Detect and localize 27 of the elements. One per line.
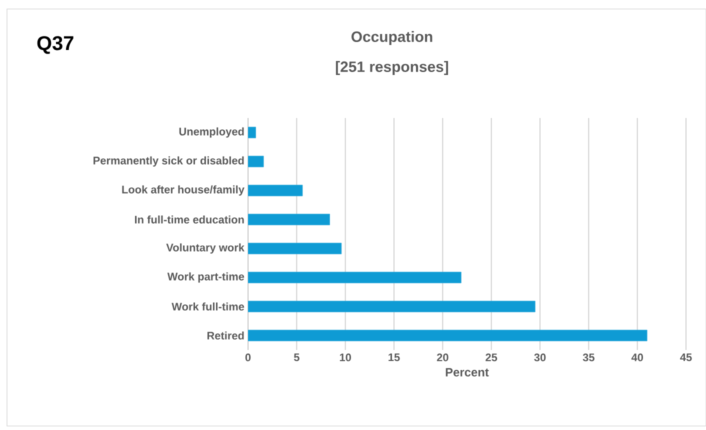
bar	[248, 214, 330, 226]
y-tick-label: Work full-time	[172, 302, 244, 311]
bar	[248, 330, 648, 342]
x-axis-title: Percent	[446, 368, 489, 376]
x-tick-label: 20	[436, 354, 448, 362]
bar	[248, 300, 536, 312]
y-tick-label: Voluntary work	[166, 243, 244, 254]
x-tick-label: 25	[486, 354, 498, 362]
x-tick-label: 45	[680, 354, 692, 362]
x-tick-label: 0	[245, 354, 251, 362]
x-tick-label: 5	[294, 354, 300, 362]
y-tick-label: Retired	[207, 331, 244, 340]
y-tick-label: Work part-time	[167, 272, 244, 283]
chart-subtitle: [251 responses]	[336, 61, 448, 75]
bar	[248, 272, 462, 284]
y-tick-label: In full-time education	[135, 215, 244, 224]
bar	[248, 242, 342, 254]
x-tick-label: 35	[582, 354, 594, 362]
y-tick-label: Unemployed	[179, 127, 244, 138]
x-tick-label: 30	[534, 354, 546, 362]
x-tick-label: 10	[340, 354, 351, 362]
text: Q37	[37, 36, 74, 54]
x-tick-label: 15	[388, 354, 400, 362]
chart-title: Occupation	[352, 31, 432, 45]
x-tick-label: 40	[631, 354, 643, 362]
y-tick-label: Permanently sick or disabled	[94, 156, 244, 167]
y-tick-label: Look after house/family	[122, 185, 244, 196]
